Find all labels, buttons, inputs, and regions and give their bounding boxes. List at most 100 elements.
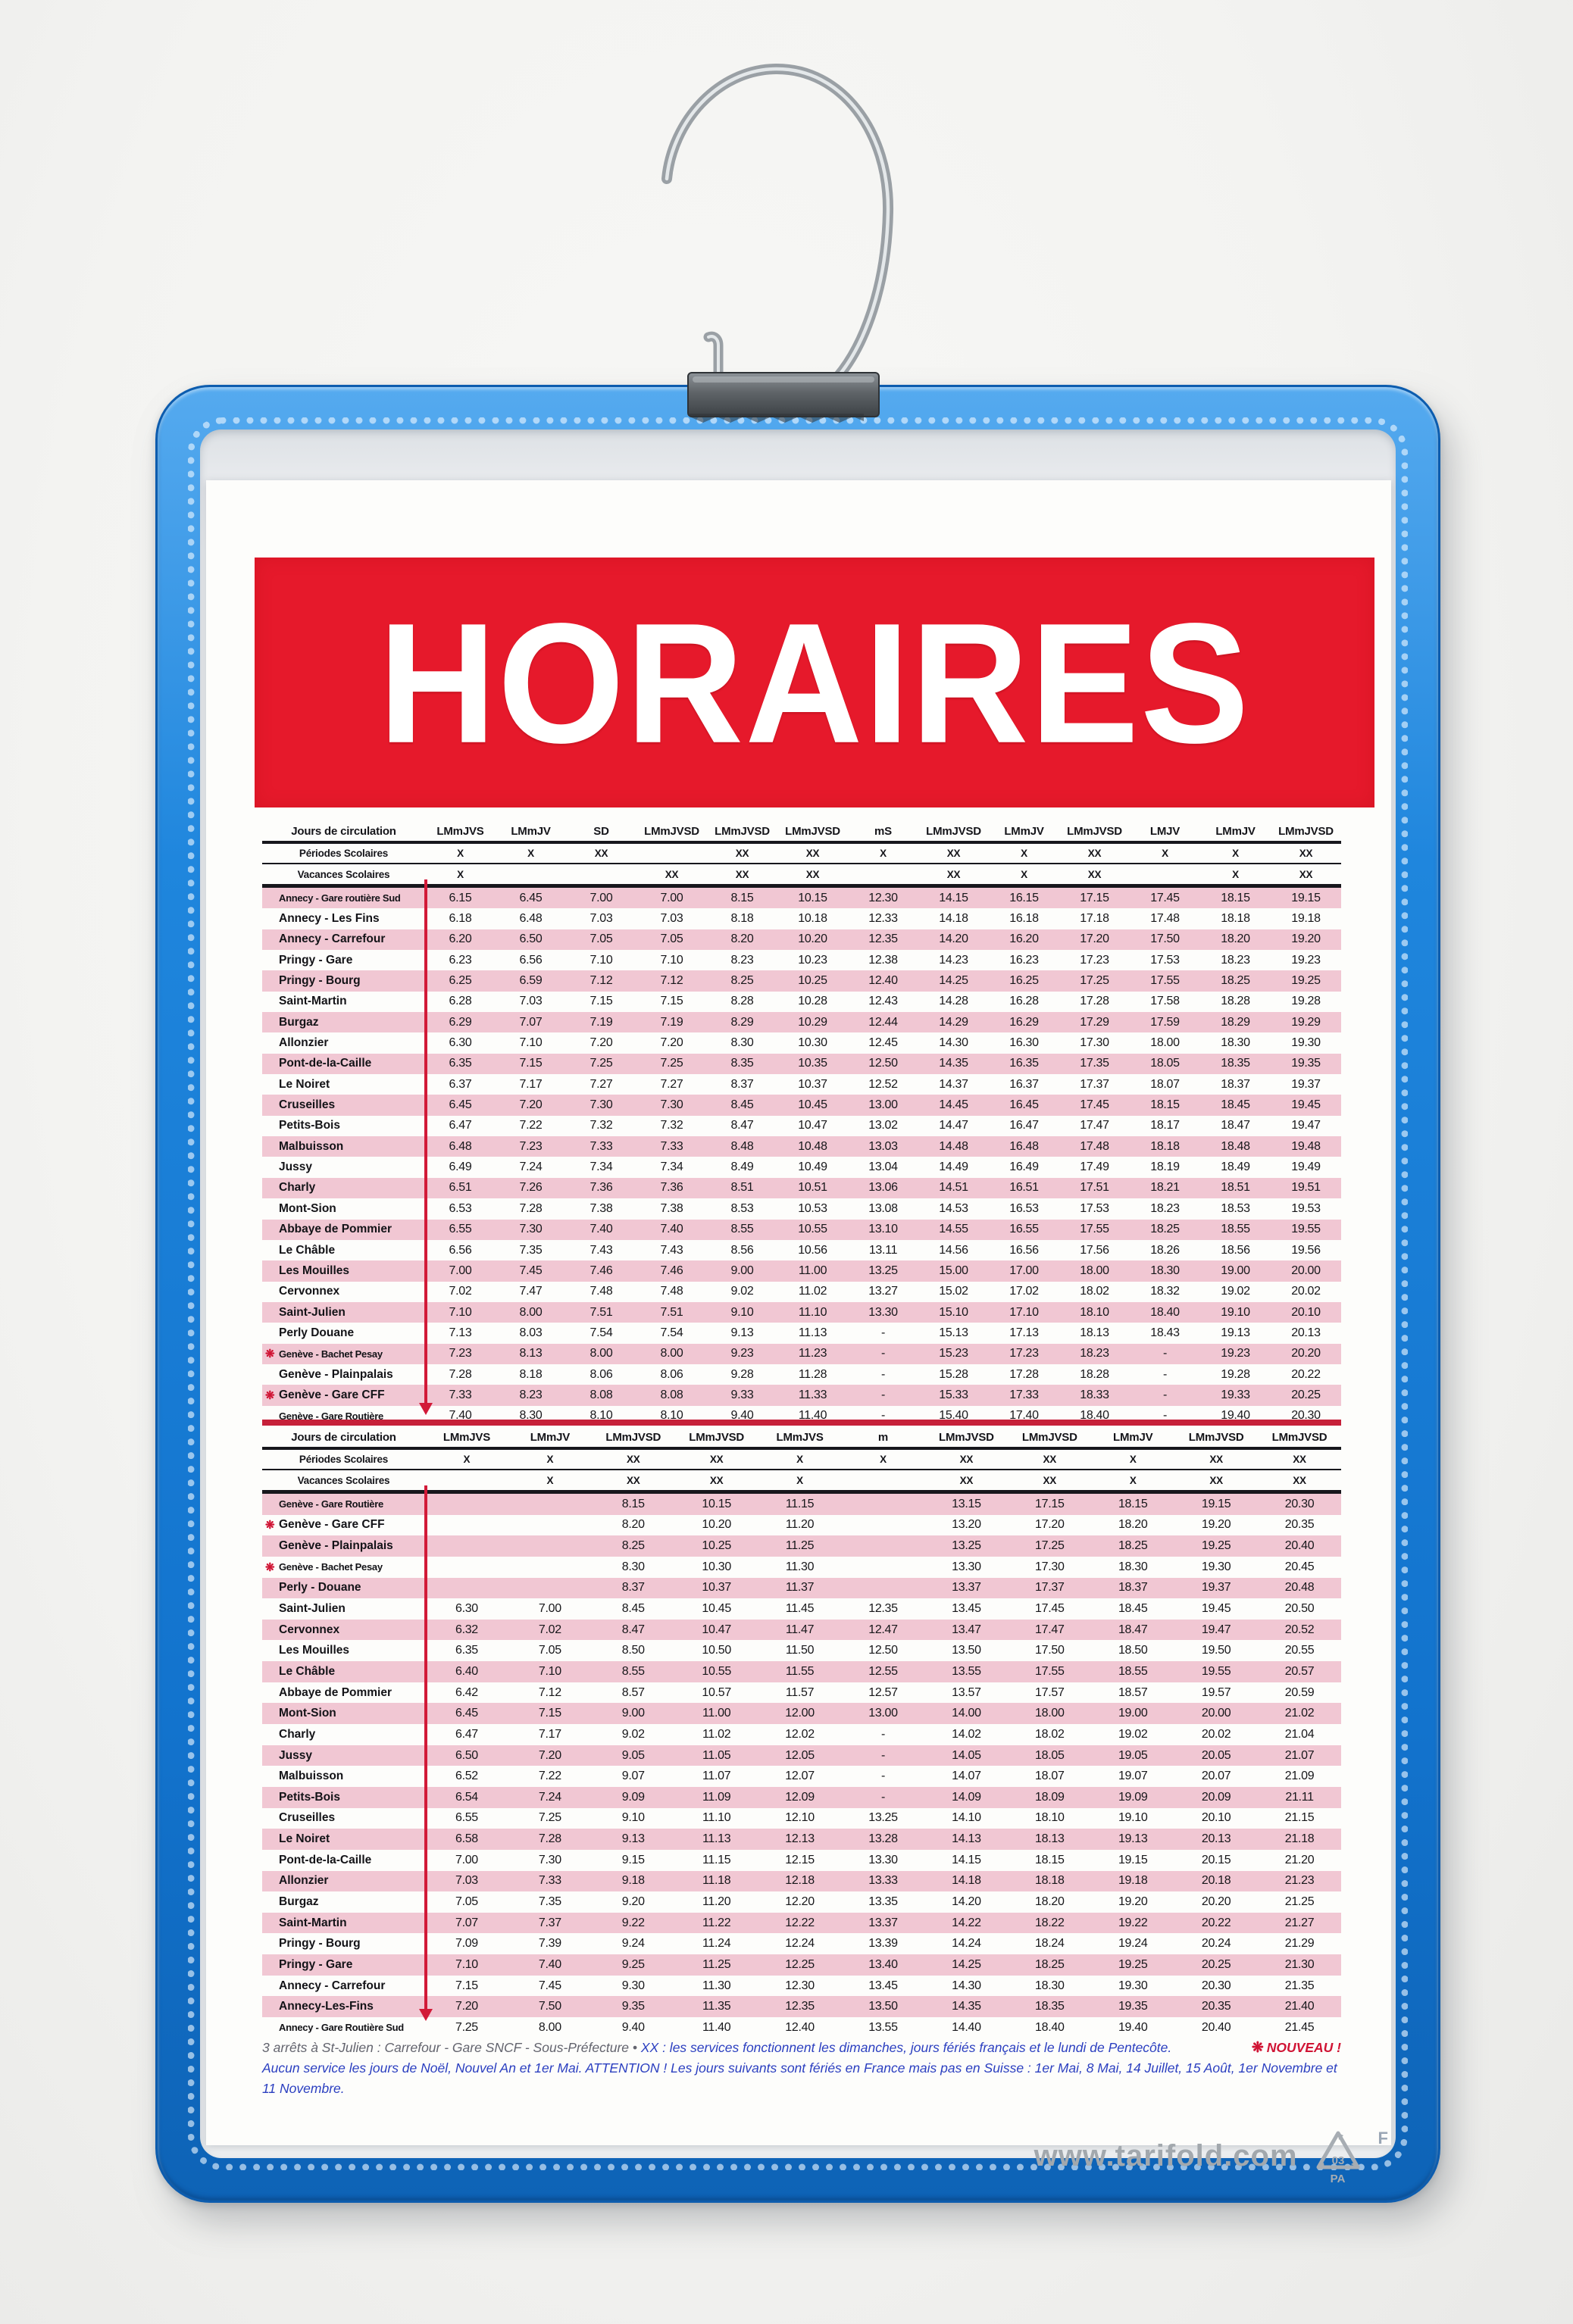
time-cell: 18.18 [1221,912,1250,926]
time-cell: 17.30 [1035,1560,1065,1573]
time-cell: 10.49 [798,1160,827,1174]
station-row: Annecy - Gare routière Sud 6.15 6.45 7.00 7.… [262,888,1341,909]
time-cell: 11.02 [702,1727,731,1741]
time-cell: 11.33 [798,1388,827,1401]
period-mark: XX [946,848,961,859]
time-cell: 9.02 [730,1285,754,1298]
time-cell: 7.02 [449,1285,472,1298]
time-cell: 14.51 [939,1181,968,1195]
station-name: Pont-de-la-Caille [279,1853,372,1866]
time-cell: 8.18 [730,912,754,926]
station-row: Charly 6.47 7.17 9.02 11.02 12.02 - 14.02 18.02 1… [262,1724,1341,1745]
time-cell: 20.40 [1201,2020,1231,2034]
time-cell: 12.24 [785,1937,815,1951]
time-cell: 12.30 [785,1979,815,1992]
time-cell: 14.30 [939,1036,968,1050]
day-code-header: LMmJVSD [939,1430,994,1444]
time-cell: 6.48 [519,912,543,926]
time-cell: 14.25 [939,974,968,988]
time-cell: 8.50 [621,1644,645,1657]
footnote-line-1: ❋ NOUVEAU ! 3 arrêts à St-Julien : Carref… [262,2038,1341,2058]
time-cell: 12.09 [785,1790,815,1804]
time-cell: 7.23 [449,1347,472,1360]
time-cell: 9.28 [730,1367,754,1381]
time-cell: 12.40 [785,2020,815,2034]
day-code-header: SD [593,824,609,838]
station-row: Burgaz 6.29 7.07 7.19 7.19 8.29 10.29 12.44 14.2… [262,1012,1341,1033]
time-cell: 7.32 [660,1119,683,1132]
day-code-header: LMmJVSD [715,824,770,838]
time-cell: 21.45 [1284,2020,1315,2034]
time-cell: 18.25 [1118,1539,1148,1553]
table-separator [262,1420,1341,1426]
time-cell: 11.23 [798,1347,827,1360]
time-cell: 8.23 [730,953,754,967]
new-service-star-icon: ❋ [1251,2040,1264,2056]
time-cell: 7.34 [660,1160,683,1174]
time-cell: 18.48 [1221,1139,1250,1153]
time-cell: 20.10 [1201,1811,1231,1825]
time-cell: 11.25 [785,1539,815,1553]
time-cell: 8.30 [519,1409,543,1423]
time-cell: 14.24 [952,1937,981,1951]
time-cell: 14.13 [952,1832,981,1846]
time-cell: 7.10 [538,1664,561,1678]
time-cell: 8.37 [621,1581,645,1595]
time-cell: 7.36 [589,1181,613,1195]
time-cell: 21.29 [1284,1937,1315,1951]
station-name: Malbuisson [279,1139,344,1153]
time-cell: 8.13 [519,1347,543,1360]
time-cell: 17.55 [1150,974,1180,988]
time-cell: 18.09 [1035,1790,1065,1804]
time-cell: 14.05 [952,1748,981,1762]
time-cell: 18.10 [1035,1811,1065,1825]
time-cell: 13.57 [952,1685,981,1699]
time-cell: 6.30 [449,1036,472,1050]
station-row: Petits-Bois 6.54 7.24 9.09 11.09 12.09 - 14.09 1… [262,1786,1341,1808]
time-cell: 8.53 [730,1201,754,1215]
new-service-star-icon: ❋ [265,1388,275,1402]
time-cell: 7.33 [538,1874,561,1888]
time-cell: 7.05 [455,1894,478,1908]
time-cell: 16.48 [1009,1139,1039,1153]
time-cell: 16.45 [1009,1098,1039,1112]
time-cell: 18.30 [1118,1560,1148,1573]
station-name: Cruseilles [279,1811,336,1825]
time-cell: 7.30 [519,1223,543,1236]
time-cell: 17.48 [1150,912,1180,926]
time-cell: 8.20 [621,1518,645,1532]
station-row: Annecy - Les Fins 6.18 6.48 7.03 7.03 8.18 10.… [262,908,1341,929]
station-name: Genève - Gare Routière [279,1410,383,1422]
time-cell: 21.02 [1284,1707,1315,1720]
vacations-label: Vacances Scolaires [297,868,390,880]
period-mark: XX [1299,848,1313,859]
time-cell: 11.09 [702,1790,731,1804]
day-code-header: LMmJVSD [1271,1430,1328,1444]
direction-arrow-icon [419,1485,433,2021]
station-name: Jussy [279,1748,312,1762]
time-cell: - [880,1347,886,1360]
time-cell: 18.07 [1150,1077,1180,1091]
time-cell: 19.45 [1291,1098,1321,1112]
time-cell: 11.15 [785,1497,815,1510]
time-cell: 18.24 [1035,1937,1065,1951]
day-code-header: LMmJVSD [1067,824,1122,838]
time-cell: 8.55 [730,1223,754,1236]
time-cell: 18.20 [1118,1518,1148,1532]
time-cell: 16.49 [1009,1160,1039,1174]
time-cell: 17.37 [1080,1077,1109,1091]
time-cell: 13.50 [952,1644,981,1657]
time-cell: 10.15 [702,1497,731,1510]
time-cell: 17.18 [1080,912,1109,926]
time-cell: 9.09 [621,1790,645,1804]
time-cell: 9.23 [730,1347,754,1360]
day-code-header: LMmJV [1113,1430,1153,1444]
time-cell: 17.20 [1080,932,1109,946]
station-name: Abbaye de Pommier [279,1223,392,1236]
time-cell: 7.17 [538,1727,561,1741]
station-row: Pringy - Gare 7.10 7.40 9.25 11.25 12.25 13.40… [262,1954,1341,1976]
time-cell: 8.25 [730,974,754,988]
time-cell: 12.43 [868,995,898,1008]
time-cell: 18.15 [1035,1853,1065,1866]
